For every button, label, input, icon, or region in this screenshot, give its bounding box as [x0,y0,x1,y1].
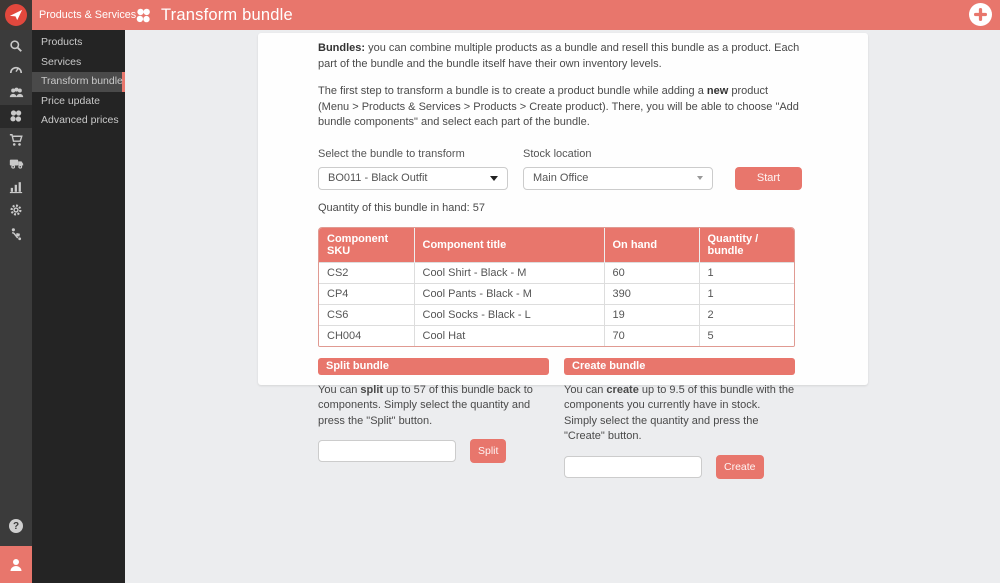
icon-rail: ? [0,30,32,583]
cell-qty: 1 [698,261,794,283]
app-logo[interactable] [0,0,32,30]
customers-icon[interactable] [0,81,32,105]
table-row: CS6 Cool Socks - Black - L 19 2 [319,303,794,325]
user-account-icon[interactable] [0,546,32,583]
components-table: Component SKU Component title On hand Qu… [318,226,795,347]
hand-truck-icon[interactable] [0,222,32,246]
cell-title: Cool Shirt - Black - M [413,261,604,283]
col-component-title: Component title [413,227,604,262]
cell-title: Cool Hat [413,324,604,346]
create-bundle-title: Create bundle [564,357,795,375]
add-button[interactable] [969,3,992,26]
bundle-select[interactable]: BO011 - Black Outfit [318,166,508,190]
cell-sku: CP4 [319,282,414,304]
stats-icon[interactable] [0,175,32,199]
plus-icon [974,8,987,21]
sidebar-item-products[interactable]: Products [41,36,83,48]
cell-sku: CS2 [319,261,414,283]
split-bundle-text: You can split up to 57 of this bundle ba… [318,383,533,427]
table-row: CS2 Cool Shirt - Black - M 60 1 [319,261,794,283]
sidebar-item-services[interactable]: Services [41,55,82,68]
col-quantity-bundle: Quantity / bundle [698,227,794,262]
create-bundle-text: You can create up to 9.5 of this bundle … [564,383,795,443]
split-button[interactable]: Split [470,439,507,463]
bundle-select-label: Select the bundle to transform [318,147,465,160]
cell-sku: CS6 [319,303,414,325]
create-quantity-input[interactable] [564,455,702,478]
table-row: CH004 Cool Hat 70 5 [319,324,794,346]
quantity-in-hand: Quantity of this bundle in hand: 57 [318,201,485,214]
truck-icon[interactable] [0,152,32,176]
cell-on-hand: 70 [603,324,699,346]
page-header: Transform bundle [125,0,1000,30]
content-card: Bundles: you can combine multiple produc… [258,33,868,479]
split-bundle-title: Split bundle [318,357,549,375]
col-on-hand: On hand [603,227,699,262]
cell-on-hand: 19 [603,303,699,325]
cell-qty: 2 [698,303,794,325]
sidebar-item-transform-bundle[interactable]: Transform bundle [32,72,125,92]
cart-icon[interactable] [0,128,32,152]
transform-form: Select the bundle to transform BO011 - B… [318,148,802,190]
cell-sku: CH004 [319,324,414,346]
stock-location-select[interactable]: Main Office [523,166,713,190]
page-title: Transform bundle [161,5,293,24]
stock-location-label: Stock location [523,147,592,160]
top-bar: Products & Services Transform bundle [0,0,1000,30]
cell-title: Cool Pants - Black - M [413,282,604,304]
sidebar-menu: Products Services Transform bundle Price… [32,30,125,583]
create-button[interactable]: Create [716,454,764,479]
paper-plane-logo-icon [5,4,27,26]
intro-paragraph-2: The first step to transform a bundle is … [318,85,799,128]
split-quantity-input[interactable] [318,440,456,462]
cell-on-hand: 60 [603,261,699,283]
split-bundle-section: Split bundle You can split up to 57 of t… [318,357,549,479]
cell-qty: 1 [698,282,794,304]
dashboard-icon[interactable] [0,58,32,82]
cell-on-hand: 390 [603,282,699,304]
bundle-select-field: Select the bundle to transform BO011 - B… [318,148,508,190]
cell-title: Cool Socks - Black - L [413,303,604,325]
cell-qty: 5 [698,324,794,346]
intro-paragraph-1: Bundles: you can combine multiple produc… [318,42,800,70]
bundle-select-value: BO011 - Black Outfit [328,172,428,184]
sidebar-item-advanced-prices[interactable]: Advanced prices [41,114,119,126]
create-bundle-section: Create bundle You can create up to 9.5 o… [564,357,795,479]
stock-location-field: Stock location Main Office [523,148,713,190]
search-icon[interactable] [0,34,32,58]
table-header-row: Component SKU Component title On hand Qu… [319,227,794,262]
sidebar-item-price-update[interactable]: Price update [41,94,100,107]
main-area: Bundles: you can combine multiple produc… [125,30,1000,583]
settings-gear-icon[interactable] [0,199,32,223]
table-row: CP4 Cool Pants - Black - M 390 1 [319,282,794,304]
chevron-down-icon [490,175,498,181]
chevron-down-icon [697,176,703,180]
bundle-rail-icon[interactable] [0,104,32,128]
stock-location-value: Main Office [533,172,589,184]
intro-lead: Bundles: [318,42,366,54]
col-component-sku: Component SKU [319,227,414,262]
bundle-icon [135,7,152,24]
module-title[interactable]: Products & Services [39,9,137,21]
start-button[interactable]: Start [735,166,802,190]
help-icon[interactable]: ? [0,515,32,539]
